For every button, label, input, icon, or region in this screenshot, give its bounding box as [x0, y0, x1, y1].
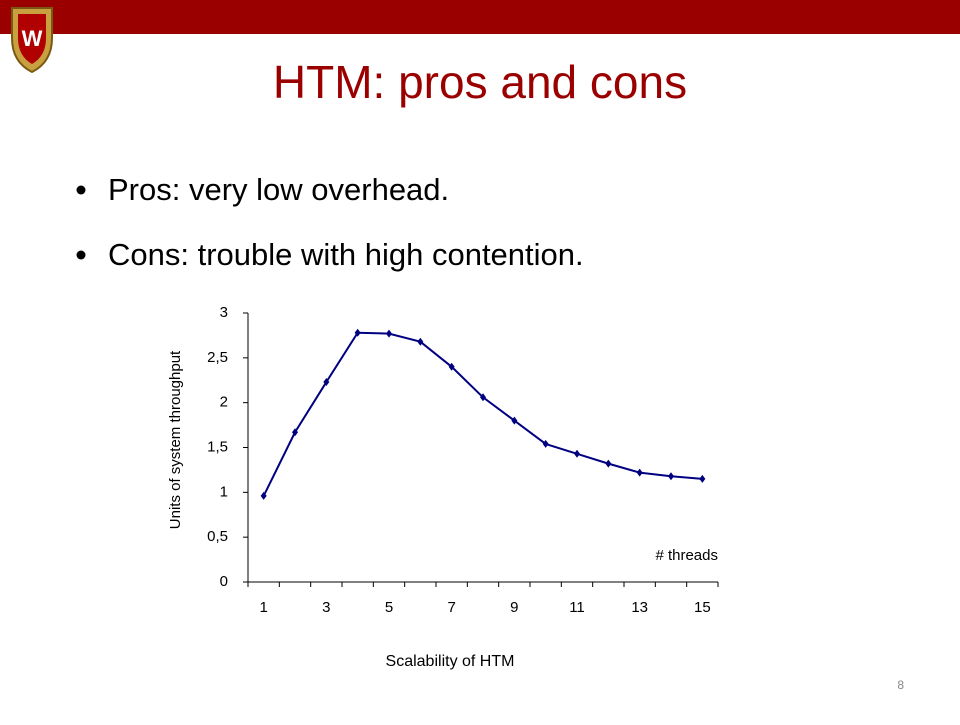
bullet-text: Cons: trouble with high contention.	[108, 237, 584, 272]
y-tick-label: 2	[220, 394, 228, 411]
data-marker	[323, 378, 330, 387]
y-tick-label: 2,5	[207, 349, 228, 366]
data-marker	[386, 329, 392, 338]
data-marker	[605, 459, 612, 468]
header-bar	[0, 0, 960, 34]
x-tick-label: 9	[510, 599, 518, 616]
x-tick-label: 1	[259, 599, 267, 616]
bullet-dot	[76, 250, 86, 260]
data-marker	[260, 491, 267, 500]
slide-title: HTM: pros and cons	[273, 56, 687, 108]
x-tick-label: 5	[385, 599, 393, 616]
data-marker	[354, 328, 361, 337]
page-number: 8	[897, 678, 904, 692]
data-line	[262, 331, 703, 497]
data-marker	[417, 337, 424, 346]
data-marker	[542, 439, 549, 448]
annotation: # threads	[655, 547, 718, 564]
y-tick-label: 0,5	[207, 528, 228, 545]
data-marker	[480, 393, 486, 402]
data-marker	[574, 449, 580, 458]
y-tick-label: 1	[220, 483, 228, 500]
y-tick-label: 1,5	[207, 438, 228, 455]
data-marker	[511, 416, 518, 425]
bullet-text: Pros: very low overhead.	[108, 172, 449, 207]
data-marker	[448, 362, 455, 371]
bullet-dot	[76, 185, 86, 195]
y-axis-title: Units of system throughput	[167, 350, 184, 529]
y-tick-label: 0	[220, 573, 228, 590]
x-tick-label: 15	[694, 599, 711, 616]
x-tick-label: 13	[631, 599, 648, 616]
data-marker	[699, 474, 706, 483]
data-marker	[292, 428, 298, 437]
logo: W	[11, 7, 53, 74]
x-tick-label: 7	[447, 599, 455, 616]
data-marker	[668, 472, 674, 481]
y-tick-label: 3	[220, 304, 228, 321]
x-tick-label: 11	[569, 599, 585, 616]
data-marker	[636, 468, 643, 477]
x-tick-label: 3	[322, 599, 330, 616]
svg-text:W: W	[22, 26, 43, 51]
x-axis-title: Scalability of HTM	[386, 653, 515, 670]
